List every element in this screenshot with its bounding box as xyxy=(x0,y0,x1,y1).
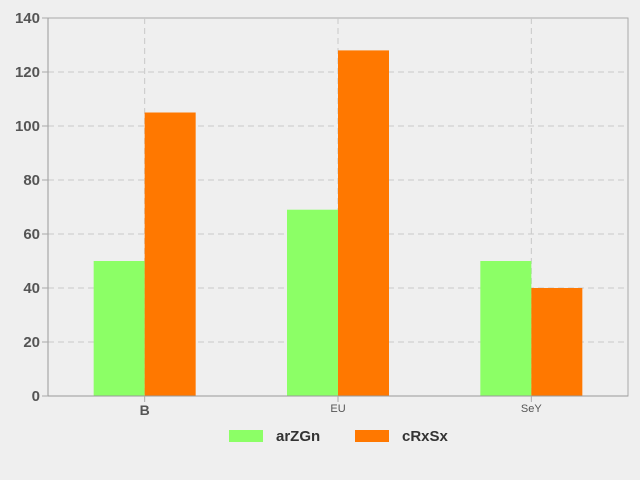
x-tick-label: SeY xyxy=(521,403,542,415)
x-tick-label: B xyxy=(140,402,150,418)
bar-arZGn-SeY xyxy=(480,261,532,396)
y-axis-ticks: 0 20 40 60 80 100 120 140 xyxy=(15,10,48,405)
x-axis-ticks: B EU SeY xyxy=(140,396,542,418)
legend-swatch-cRxSx xyxy=(355,430,389,442)
y-tick-label: 120 xyxy=(15,64,40,81)
y-tick-label: 0 xyxy=(32,388,40,405)
y-tick-label: 40 xyxy=(23,280,40,297)
y-tick-label: 140 xyxy=(15,10,40,27)
bar-cRxSx-SeY xyxy=(531,288,583,396)
y-tick-label: 100 xyxy=(15,118,40,135)
y-tick-label: 20 xyxy=(23,334,40,351)
legend-label-cRxSx: cRxSx xyxy=(402,428,449,445)
bars xyxy=(93,50,583,397)
legend-label-arZGn: arZGn xyxy=(276,428,320,445)
bar-arZGn-EU xyxy=(287,209,338,396)
legend-swatch-arZGn xyxy=(229,430,263,442)
x-tick-label: EU xyxy=(330,403,345,415)
bar-arZGn-B xyxy=(93,261,145,396)
legend: arZGn cRxSx xyxy=(229,428,449,445)
bar-cRxSx-EU xyxy=(338,50,389,397)
y-tick-label: 60 xyxy=(23,226,40,243)
bar-cRxSx-B xyxy=(144,112,196,396)
y-tick-label: 80 xyxy=(23,172,40,189)
